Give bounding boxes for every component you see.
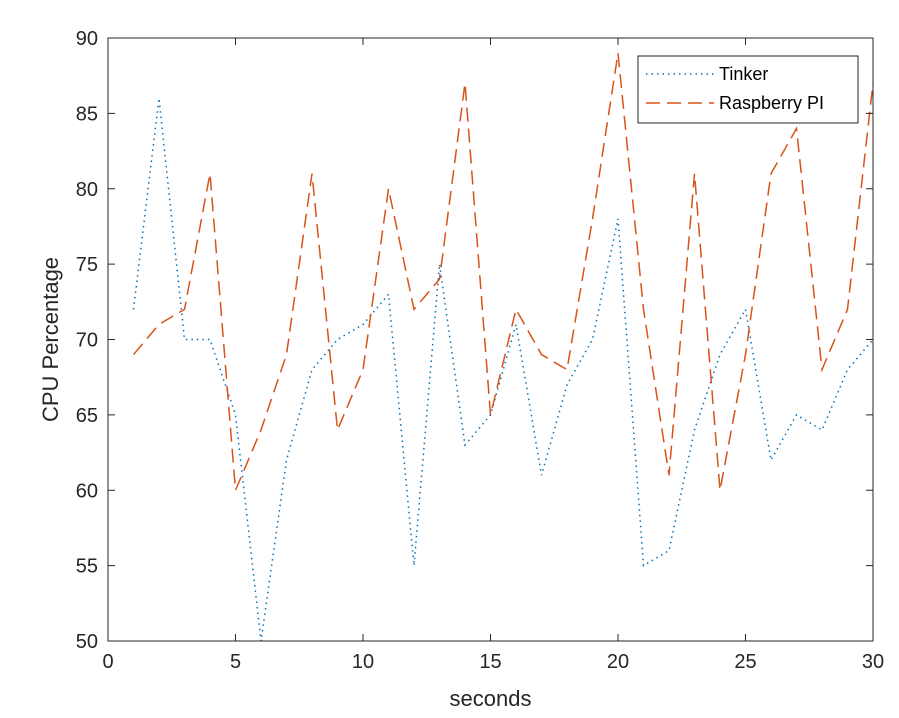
legend-label-tinker: Tinker	[719, 64, 768, 84]
x-tick-label: 20	[607, 651, 629, 673]
x-tick-label: 0	[102, 651, 113, 673]
y-tick-labels: 50 55 60 65 70 75 80 85 90	[76, 28, 98, 653]
y-tick-label: 90	[76, 28, 98, 50]
legend: Tinker Raspberry PI	[637, 55, 859, 124]
series-layer	[132, 52, 874, 642]
y-tick-label: 55	[76, 556, 98, 578]
x-tick-label: 30	[862, 651, 884, 673]
axes-box	[107, 37, 874, 642]
y-tick-label: 60	[76, 480, 98, 502]
x-tick-label: 5	[230, 651, 241, 673]
x-tick-labels: 0 5 10 15 20 25 30	[102, 651, 884, 673]
y-tick-label: 70	[76, 330, 98, 352]
x-tick-label: 10	[352, 651, 374, 673]
y-axis-label: CPU Percentage	[38, 257, 63, 422]
y-tick-label: 65	[76, 405, 98, 427]
x-tick-label: 15	[479, 651, 501, 673]
y-tick-label: 85	[76, 103, 98, 125]
plot-area	[108, 38, 873, 641]
y-tick-label: 80	[76, 179, 98, 201]
series-line-raspberry-pi	[132, 52, 874, 491]
legend-box	[637, 55, 859, 124]
x-tick-label: 25	[734, 651, 756, 673]
y-tick-label: 50	[76, 631, 98, 653]
y-tick-label: 75	[76, 254, 98, 276]
legend-label-raspberry-pi: Raspberry PI	[719, 93, 824, 113]
x-axis-label: seconds	[450, 686, 532, 711]
